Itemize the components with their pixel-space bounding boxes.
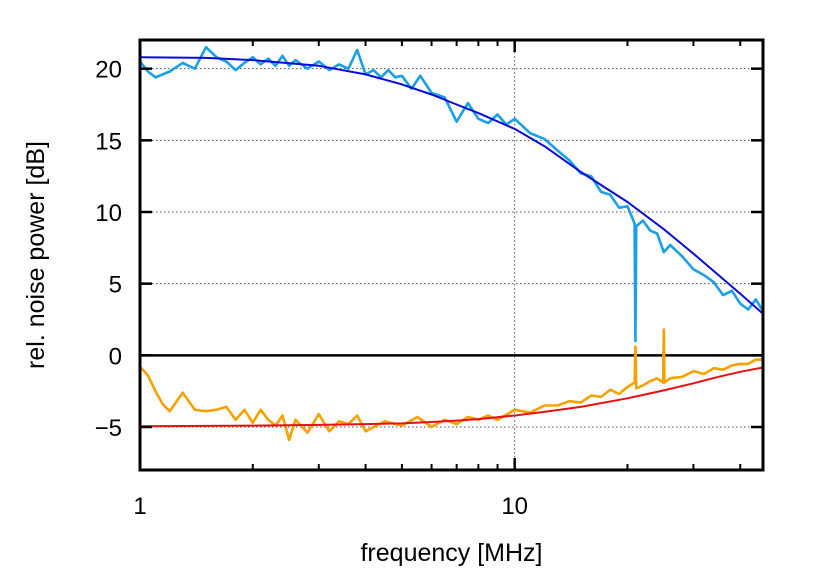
- series-line-4: [139, 366, 764, 428]
- x-tick-label: 10: [501, 493, 528, 520]
- y-tick-label: −5: [95, 415, 122, 442]
- plot-frame: [138, 38, 765, 472]
- y-axis-label: rel. noise power [dB]: [22, 141, 50, 369]
- y-tick-label: 5: [109, 272, 122, 299]
- x-axis-label: frequency [MHz]: [360, 539, 542, 567]
- data-series: [138, 45, 765, 442]
- series-line-2: [139, 56, 764, 315]
- y-tick-label: 10: [95, 200, 122, 227]
- y-tick-label: 15: [95, 128, 122, 155]
- x-tick-label: 1: [133, 493, 146, 520]
- axis-ticks: [138, 40, 763, 470]
- series-line-3: [139, 328, 763, 442]
- series-line-1: [138, 45, 765, 343]
- tick-labels: −5 0 5 10 15 20 1 10: [95, 57, 528, 520]
- grid-lines: [140, 40, 763, 470]
- y-tick-label: 0: [109, 343, 122, 370]
- y-tick-label: 20: [95, 57, 122, 84]
